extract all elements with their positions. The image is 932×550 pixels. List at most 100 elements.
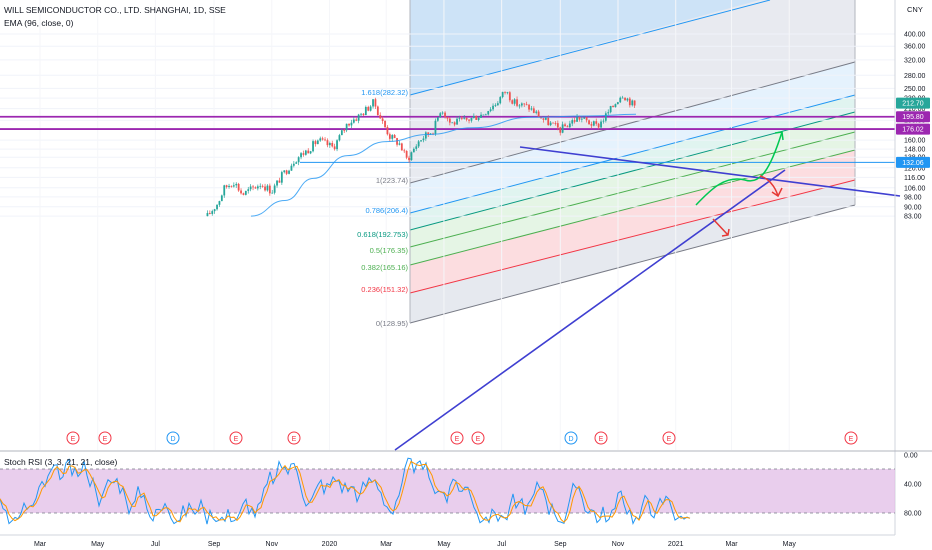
- fib-level-label: 0.618(192.753): [357, 230, 408, 239]
- rsi-tick-label: 40.00: [904, 482, 922, 489]
- candle-body: [384, 120, 386, 128]
- candle-body: [240, 190, 242, 194]
- ema-indicator-label[interactable]: EMA (96, close, 0): [4, 18, 74, 28]
- earnings-marker-label: E: [476, 436, 481, 443]
- earnings-marker-label: E: [849, 436, 854, 443]
- candle-body: [511, 100, 514, 104]
- earnings-marker[interactable]: [471, 431, 485, 445]
- candle-body: [441, 112, 444, 114]
- candle-body: [463, 117, 466, 119]
- candle-body: [283, 170, 286, 173]
- candle-body: [235, 183, 238, 186]
- earnings-marker[interactable]: [98, 431, 112, 445]
- projection-arrow-down-1: [771, 187, 783, 198]
- stoch-rsi-d-line: [0, 460, 691, 523]
- candle-body: [230, 185, 233, 187]
- price-badge-label: 132.06: [902, 160, 924, 167]
- earnings-marker[interactable]: [662, 431, 676, 445]
- candle-body: [312, 141, 314, 152]
- candle-body: [247, 189, 250, 191]
- candle-body: [338, 135, 341, 141]
- candle-body: [458, 117, 461, 119]
- price-tick-label: 90.00: [904, 204, 922, 211]
- candle-body: [612, 106, 614, 108]
- downtrend-line: [519, 146, 901, 197]
- earnings-marker-label: E: [71, 436, 76, 443]
- candle-body: [348, 123, 350, 126]
- earnings-marker[interactable]: [287, 431, 301, 445]
- stoch-rsi-label[interactable]: Stoch RSI (3, 3, 21, 21, close): [4, 457, 118, 467]
- earnings-marker-label: E: [667, 436, 672, 443]
- candle-body: [446, 116, 449, 119]
- candle-body: [489, 109, 492, 112]
- dividend-marker[interactable]: [564, 431, 578, 445]
- candle-body: [340, 130, 343, 136]
- candle-body: [364, 106, 367, 116]
- earnings-marker[interactable]: [594, 431, 608, 445]
- candle-body: [460, 117, 463, 119]
- candle-body: [379, 115, 382, 119]
- candle-body: [288, 170, 290, 174]
- fib-level-label: 0.236(151.32): [361, 285, 408, 294]
- candle-body: [614, 104, 617, 108]
- candle-body: [218, 201, 221, 205]
- price-tick-label: 160.00: [904, 138, 926, 145]
- candle-body: [280, 172, 283, 183]
- candle-body: [578, 116, 581, 120]
- price-tick-label: 250.00: [904, 86, 926, 93]
- candle-body: [302, 153, 305, 155]
- candle-body: [492, 105, 494, 110]
- candle-body: [273, 185, 276, 193]
- time-tick-label: Jul: [497, 541, 506, 548]
- candle-body: [468, 119, 470, 121]
- candle-body: [309, 151, 312, 154]
- time-tick-label: May: [91, 541, 105, 548]
- earnings-marker[interactable]: [229, 431, 243, 445]
- time-tick-label: Mar: [34, 541, 47, 548]
- fib-level-label: 1(223.74): [376, 176, 409, 185]
- candle-body: [436, 117, 439, 121]
- fib-level-label: 0.786(206.4): [365, 206, 408, 215]
- candle-body: [475, 116, 478, 120]
- candle-body: [374, 99, 377, 107]
- candle-body: [352, 119, 355, 123]
- earnings-marker[interactable]: [66, 431, 80, 445]
- time-tick-label: May: [783, 541, 797, 548]
- candle-body: [487, 111, 490, 115]
- candle-body: [391, 135, 394, 139]
- candle-body: [530, 108, 533, 110]
- candle-body: [369, 106, 372, 111]
- trendlines: [394, 131, 901, 451]
- candle-body: [480, 114, 482, 118]
- candle-body: [328, 142, 331, 146]
- time-tick-label: Nov: [266, 541, 279, 548]
- uptrend-line: [394, 169, 786, 451]
- candle-body: [393, 135, 396, 139]
- candle-body: [252, 186, 254, 188]
- price-tick-label: 400.00: [904, 32, 926, 39]
- earnings-marker[interactable]: [844, 431, 858, 445]
- earnings-marker-label: E: [103, 436, 108, 443]
- candle-body: [513, 99, 516, 104]
- candle-body: [266, 185, 269, 191]
- candle-body: [496, 103, 499, 106]
- price-badge: [896, 123, 930, 135]
- price-tick-label: 320.00: [904, 57, 926, 64]
- time-tick-label: Nov: [612, 541, 625, 548]
- candle-body: [424, 132, 427, 139]
- earnings-marker[interactable]: [450, 431, 464, 445]
- candle-body: [225, 185, 228, 187]
- currency-label: CNY: [907, 5, 923, 14]
- candle-body: [336, 140, 338, 150]
- symbol-title[interactable]: WILL SEMICONDUCTOR CO., LTD. SHANGHAI, 1…: [4, 5, 226, 15]
- candle-body: [278, 180, 281, 183]
- earnings-marker-label: E: [599, 436, 604, 443]
- candle-body: [400, 143, 403, 151]
- time-tick-label: Sep: [208, 541, 221, 548]
- time-tick-label: Sep: [554, 541, 567, 548]
- candle-body: [595, 121, 598, 124]
- dividend-marker[interactable]: [166, 431, 180, 445]
- candle-body: [506, 92, 509, 94]
- price-tick-label: 210.00: [904, 106, 926, 113]
